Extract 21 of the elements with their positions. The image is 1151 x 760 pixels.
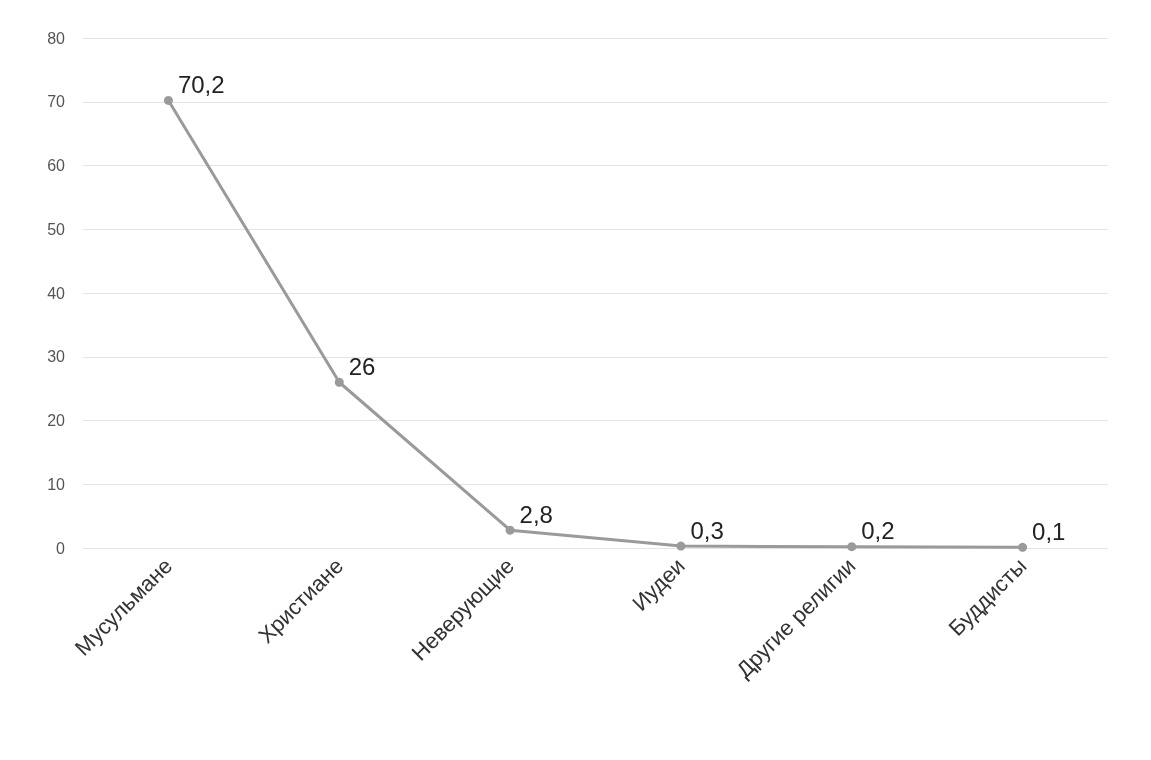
- point: [334, 377, 344, 387]
- data-label: 0,2: [861, 517, 895, 545]
- point: [676, 541, 686, 551]
- y-tick-label: 50: [47, 220, 66, 238]
- y-tick-label: 20: [47, 412, 66, 429]
- data-label: 2,8: [519, 500, 553, 528]
- y-tick-label: 40: [47, 284, 66, 302]
- y-tick-label: 0: [56, 539, 66, 557]
- y-tick-label: 30: [47, 348, 66, 366]
- point: [1018, 542, 1028, 552]
- point: [163, 95, 173, 105]
- y-tick-label: 10: [47, 475, 66, 493]
- y-tick-label: 70: [47, 93, 66, 111]
- data-label: 26: [348, 352, 376, 380]
- data-label: 0,1: [1032, 517, 1066, 545]
- y-tick-label: 80: [47, 29, 66, 47]
- data-label: 0,3: [690, 516, 724, 544]
- point: [505, 525, 515, 535]
- data-label: 70,2: [177, 70, 225, 98]
- point: [847, 542, 857, 552]
- y-tick-label: 60: [47, 157, 66, 174]
